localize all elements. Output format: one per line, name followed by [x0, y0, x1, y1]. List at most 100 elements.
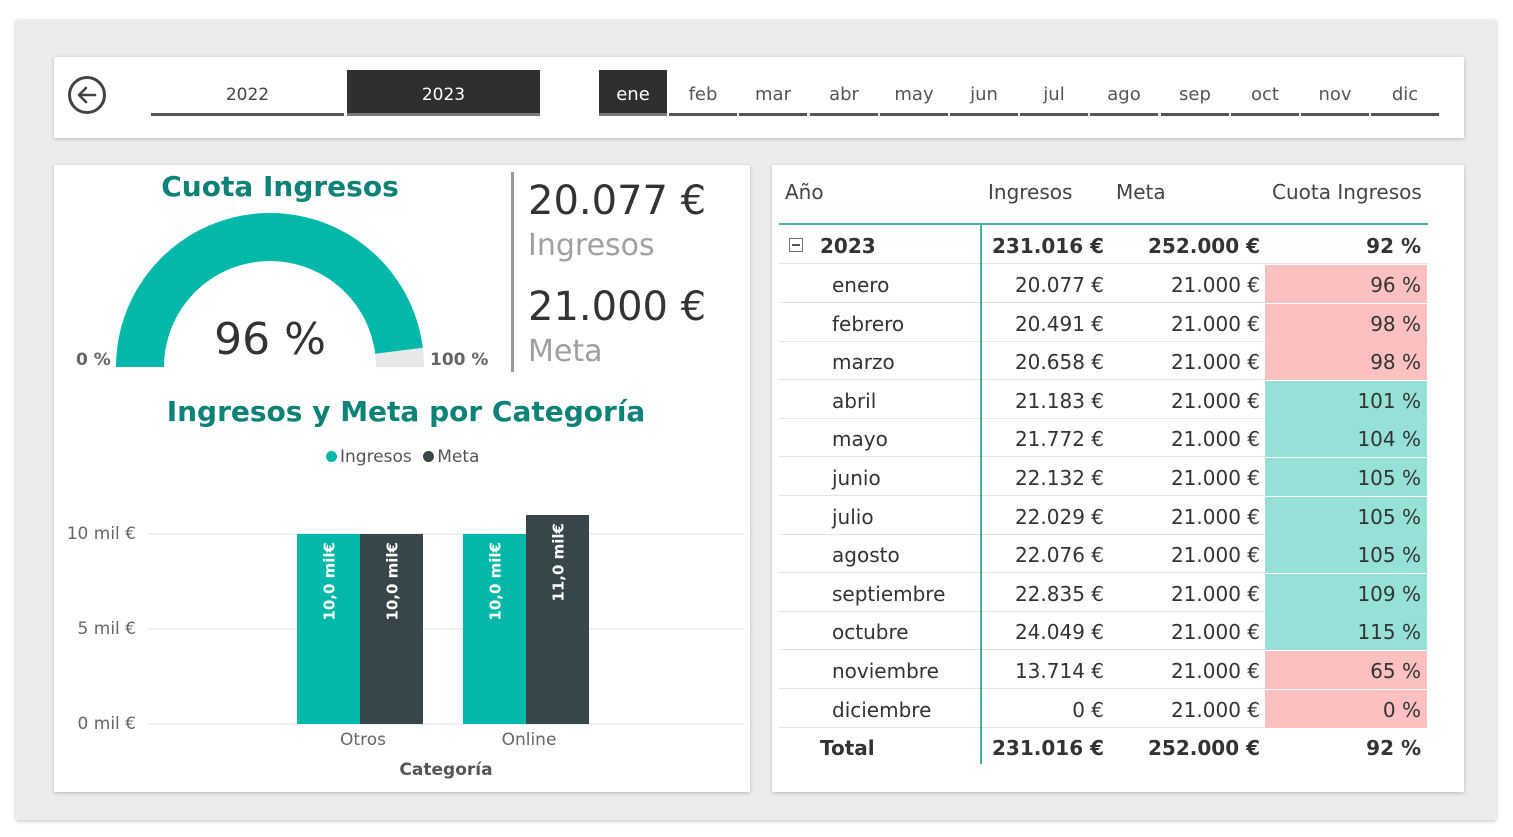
- legend-meta-dot: [423, 451, 435, 462]
- bar-chart: 10,0 mil€ 10,0 mil€ 10,0 mil€ 11,0 mil€: [148, 515, 745, 725]
- header-divider: [779, 223, 1428, 225]
- month-tab-feb[interactable]: feb: [669, 70, 737, 116]
- month-tab-ago[interactable]: ago: [1090, 70, 1158, 116]
- header-ano[interactable]: Año: [785, 180, 824, 204]
- meta-cell: 21.000 €: [1170, 505, 1260, 529]
- cuota-cell: 101 %: [1265, 381, 1427, 419]
- column-divider: [980, 224, 982, 764]
- gauge-value: 96 %: [214, 314, 326, 365]
- table-row: marzo 20.658 € 21.000 €98 %: [779, 342, 1428, 380]
- bar-ingresos-online[interactable]: [463, 534, 526, 724]
- header-cuota-ingresos[interactable]: Cuota Ingresos: [1272, 180, 1422, 204]
- table-row: abril 21.183 € 21.000 €101 %: [779, 381, 1428, 419]
- table-row: diciembre 0 € 21.000 €0 %: [779, 690, 1428, 728]
- meta-cell: 21.000 €: [1170, 350, 1260, 374]
- month-label: octubre: [832, 620, 909, 644]
- y-tick-label: 0 mil €: [77, 714, 136, 734]
- total-row: Total 231.016 € 252.000 € 92 %: [779, 728, 1428, 766]
- legend-ingresos-dot: [326, 451, 337, 462]
- ingresos-cell: 21.183 €: [1014, 389, 1104, 413]
- meta-cell: 21.000 €: [1170, 312, 1260, 336]
- y-tick-label: 10 mil €: [66, 524, 136, 544]
- ingresos-cell: 22.835 €: [1014, 582, 1104, 606]
- month-tab-abr[interactable]: abr: [810, 70, 878, 116]
- month-tab-dic[interactable]: dic: [1371, 70, 1439, 116]
- cuota-cell: 115 %: [1265, 612, 1427, 650]
- group-label: 2023: [820, 234, 876, 258]
- ingresos-cell: 21.772 €: [1014, 427, 1104, 451]
- ingresos-cell: 20.491 €: [1014, 312, 1104, 336]
- ingresos-cell: 22.029 €: [1014, 505, 1104, 529]
- bar-data-label: 10,0 mil€: [321, 542, 339, 621]
- table-row: agosto 22.076 € 21.000 €105 %: [779, 535, 1428, 573]
- month-label: septiembre: [832, 582, 946, 606]
- table-row: junio 22.132 € 21.000 €105 %: [779, 458, 1428, 496]
- month-tab-jul[interactable]: jul: [1020, 70, 1088, 116]
- ingresos-cell: 22.132 €: [1014, 466, 1104, 490]
- month-tab-oct[interactable]: oct: [1231, 70, 1299, 116]
- month-tab-may[interactable]: may: [880, 70, 948, 116]
- meta-cell: 21.000 €: [1170, 659, 1260, 683]
- x-axis-label: Categoría: [399, 760, 493, 780]
- table-row: julio 22.029 € 21.000 €105 %: [779, 497, 1428, 535]
- gauge-chart: [116, 212, 424, 367]
- ingresos-cell: 22.076 €: [1014, 543, 1104, 567]
- meta-cell: 21.000 €: [1170, 273, 1260, 297]
- cuota-cell: 0 %: [1265, 690, 1427, 728]
- month-tab-nov[interactable]: nov: [1301, 70, 1369, 116]
- ingresos-cell: 20.658 €: [1014, 350, 1104, 374]
- kpi-meta-label: Meta: [528, 334, 603, 369]
- legend-ingresos-label: Ingresos: [340, 447, 412, 467]
- year-tab-2022[interactable]: 2022: [151, 70, 344, 116]
- cuota-cell: 105 %: [1265, 497, 1427, 535]
- table-row: noviembre 13.714 € 21.000 €65 %: [779, 651, 1428, 689]
- cuota-cell: 109 %: [1265, 574, 1427, 612]
- bar-meta-otros[interactable]: [360, 534, 423, 724]
- month-tab-jun[interactable]: jun: [950, 70, 1018, 116]
- x-tick-otros: Otros: [340, 730, 386, 750]
- meta-cell: 21.000 €: [1170, 582, 1260, 606]
- header-meta[interactable]: Meta: [1116, 180, 1166, 204]
- total-label: Total: [820, 736, 875, 760]
- total-cuota: 92 %: [1366, 736, 1421, 760]
- ingresos-cell: 24.049 €: [1014, 620, 1104, 644]
- month-label: diciembre: [832, 698, 932, 722]
- bar-data-label: 10,0 mil€: [487, 542, 505, 621]
- cuota-cell: 105 %: [1265, 535, 1427, 573]
- month-tab-mar[interactable]: mar: [739, 70, 807, 116]
- y-tick-label: 5 mil €: [77, 619, 136, 639]
- total-ingresos: 231.016 €: [992, 736, 1104, 760]
- table-row: septiembre 22.835 € 21.000 €109 %: [779, 574, 1428, 612]
- table-row: octubre 24.049 € 21.000 €115 %: [779, 612, 1428, 650]
- month-label: noviembre: [832, 659, 939, 683]
- kpi-meta-value: 21.000 €: [528, 284, 707, 330]
- gauge-min-label: 0 %: [76, 350, 111, 370]
- month-label: junio: [832, 466, 881, 490]
- collapse-icon[interactable]: [789, 238, 803, 252]
- cuota-cell: 98 %: [1265, 342, 1427, 380]
- bar-ingresos-otros[interactable]: [297, 534, 360, 724]
- ingresos-cell: 13.714 €: [1014, 659, 1104, 683]
- total-meta: 252.000 €: [1148, 736, 1260, 760]
- bar-meta-online[interactable]: [526, 515, 589, 724]
- ingresos-cell: 0 €: [1072, 698, 1104, 722]
- cuota-cell: 104 %: [1265, 419, 1427, 457]
- gauge-title: Cuota Ingresos: [161, 170, 399, 203]
- year-tab-2023[interactable]: 2023: [347, 70, 540, 116]
- chart-title: Ingresos y Meta por Categoría: [166, 395, 646, 428]
- table-row: mayo 21.772 € 21.000 €104 %: [779, 419, 1428, 457]
- x-tick-online: Online: [501, 730, 557, 750]
- month-label: mayo: [832, 427, 888, 451]
- cuota-cell: 98 %: [1265, 304, 1427, 342]
- kpi-ingresos-label: Ingresos: [528, 228, 655, 263]
- group-cuota: 92 %: [1366, 234, 1421, 258]
- month-label: abril: [832, 389, 877, 413]
- group-row-2023: 2023 231.016 € 252.000 € 92 %: [779, 226, 1428, 264]
- header-ingresos[interactable]: Ingresos: [988, 180, 1073, 204]
- month-tab-sep[interactable]: sep: [1161, 70, 1229, 116]
- month-label: agosto: [832, 543, 900, 567]
- meta-cell: 21.000 €: [1170, 543, 1260, 567]
- month-tab-ene[interactable]: ene: [599, 70, 667, 116]
- back-button[interactable]: [68, 76, 106, 114]
- legend-meta-label: Meta: [437, 447, 480, 467]
